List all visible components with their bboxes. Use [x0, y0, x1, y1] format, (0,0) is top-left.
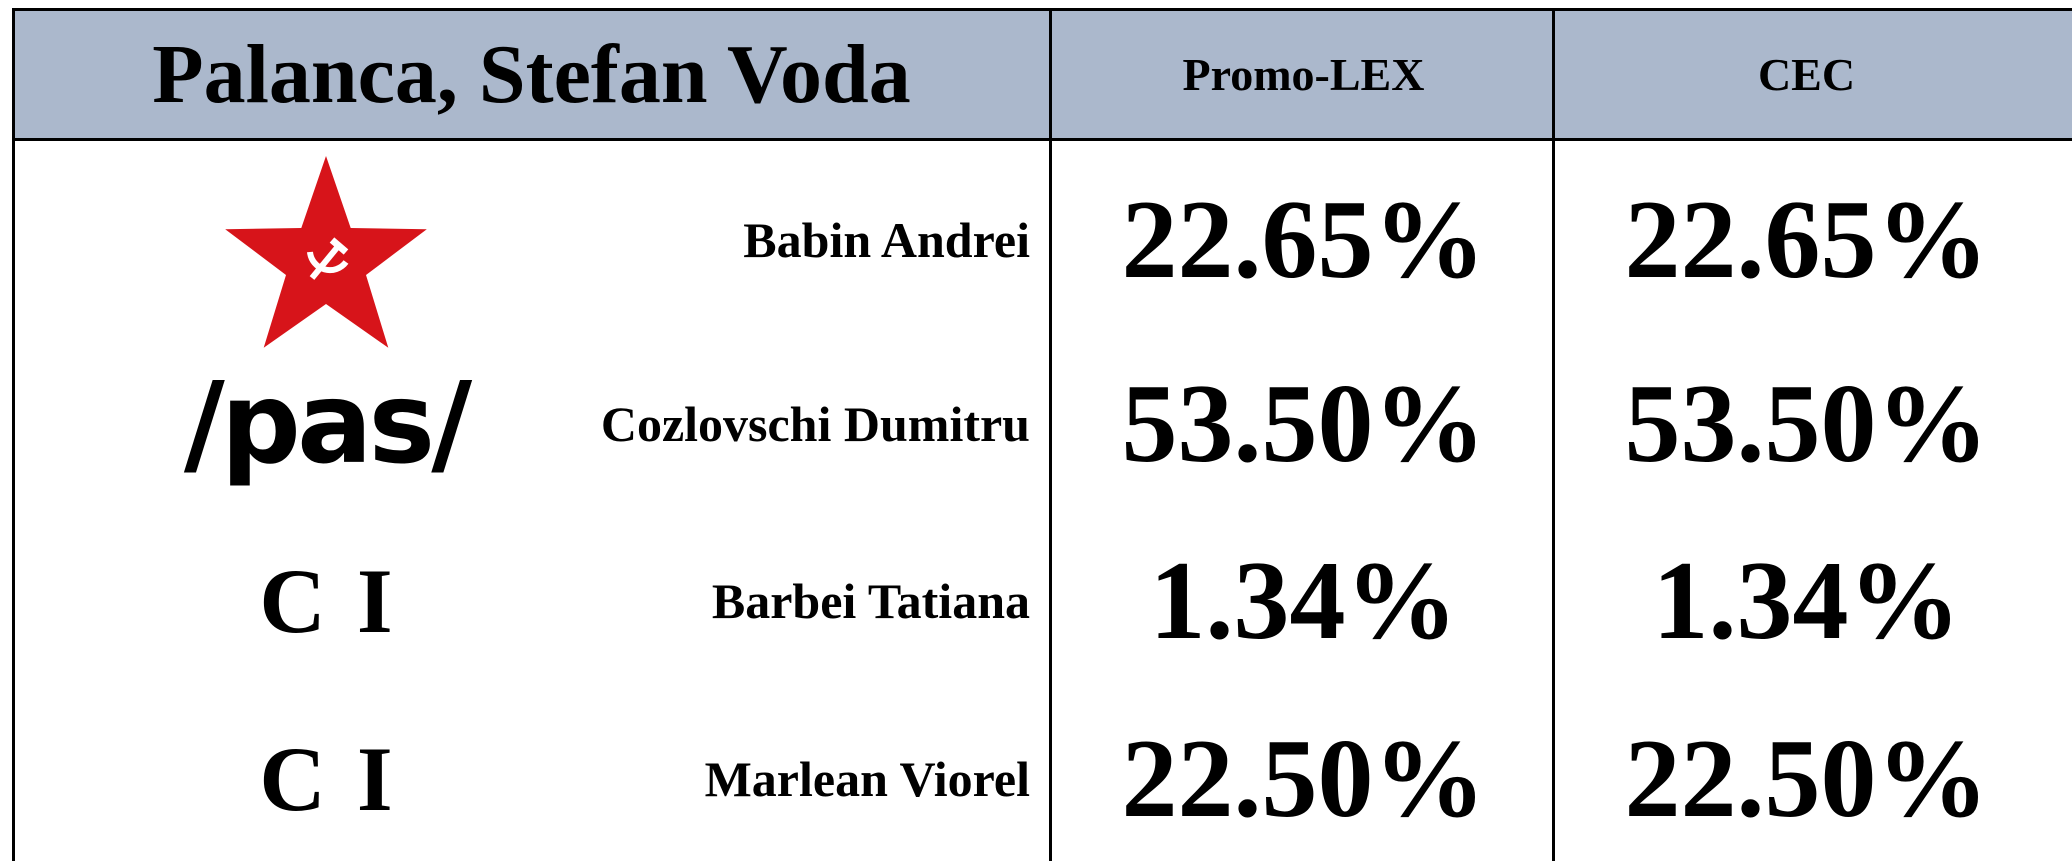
promo-lex-result: 53.50% — [1121, 361, 1486, 486]
title: Palanca, Stefan Voda — [152, 28, 911, 121]
candidate-name: Cozlovschi Dumitru — [600, 396, 1030, 452]
star-logo — [225, 156, 427, 348]
divider — [1552, 8, 1555, 861]
cec-result: 1.34% — [1652, 538, 1961, 663]
cec-result: 22.65% — [1624, 177, 1989, 302]
cec-result: 53.50% — [1624, 361, 1989, 486]
divider — [1049, 8, 1052, 861]
candidate-name: Marlean Viorel — [704, 751, 1030, 807]
party-logo: C I — [259, 728, 393, 830]
cec-result: 22.50% — [1624, 716, 1989, 841]
column-header: CEC — [1757, 49, 1856, 100]
candidate-name: Babin Andrei — [743, 212, 1030, 268]
column-header: Promo-LEX — [1182, 49, 1425, 100]
border — [12, 8, 15, 861]
header-bar — [13, 8, 2072, 141]
party-logo: /pas/ — [183, 359, 472, 489]
promo-lex-result: 1.34% — [1149, 538, 1458, 663]
candidate-name: Barbei Tatiana — [711, 573, 1030, 629]
promo-lex-result: 22.65% — [1121, 177, 1486, 302]
promo-lex-result: 22.50% — [1121, 716, 1486, 841]
party-logo: C I — [259, 550, 393, 652]
